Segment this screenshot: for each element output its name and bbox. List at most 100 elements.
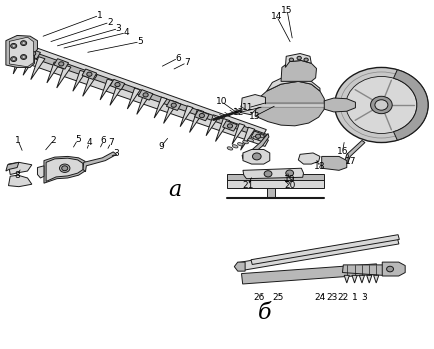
Polygon shape <box>238 236 399 271</box>
Text: 1: 1 <box>352 294 358 302</box>
Circle shape <box>227 124 233 128</box>
Text: а: а <box>168 179 181 201</box>
Text: 20: 20 <box>284 181 296 190</box>
Polygon shape <box>37 166 44 178</box>
Circle shape <box>22 42 25 44</box>
Polygon shape <box>82 69 97 80</box>
Polygon shape <box>100 79 113 100</box>
Ellipse shape <box>253 136 259 140</box>
Text: 6: 6 <box>101 136 106 145</box>
Polygon shape <box>240 127 255 150</box>
Text: 6: 6 <box>175 53 181 62</box>
Circle shape <box>20 54 26 59</box>
Text: 23: 23 <box>326 294 337 302</box>
Polygon shape <box>6 162 19 171</box>
Ellipse shape <box>248 139 253 142</box>
Polygon shape <box>359 275 365 283</box>
Polygon shape <box>73 70 85 91</box>
Polygon shape <box>9 175 32 187</box>
Circle shape <box>253 153 261 160</box>
Polygon shape <box>30 58 269 146</box>
Ellipse shape <box>227 147 233 150</box>
Ellipse shape <box>258 134 264 138</box>
Polygon shape <box>164 101 178 124</box>
Polygon shape <box>180 106 193 127</box>
Circle shape <box>59 62 64 66</box>
Polygon shape <box>285 53 311 67</box>
Polygon shape <box>232 124 245 144</box>
Text: 3: 3 <box>115 24 121 33</box>
Polygon shape <box>83 152 117 172</box>
Text: 17: 17 <box>345 157 356 166</box>
Text: 25: 25 <box>273 294 284 302</box>
Ellipse shape <box>243 141 248 144</box>
Polygon shape <box>227 174 324 180</box>
Polygon shape <box>345 140 365 163</box>
Text: 8: 8 <box>14 171 20 180</box>
Polygon shape <box>374 275 379 283</box>
Polygon shape <box>342 265 387 275</box>
Circle shape <box>12 44 15 47</box>
Polygon shape <box>26 48 40 59</box>
Text: 7: 7 <box>184 58 190 67</box>
Text: 16: 16 <box>337 147 348 156</box>
Circle shape <box>371 96 392 114</box>
Circle shape <box>59 164 70 172</box>
Polygon shape <box>44 156 85 183</box>
Polygon shape <box>31 57 45 80</box>
Circle shape <box>62 166 68 171</box>
Polygon shape <box>6 36 37 67</box>
Polygon shape <box>298 153 320 164</box>
Polygon shape <box>382 262 405 276</box>
Polygon shape <box>223 121 237 131</box>
Text: 26: 26 <box>254 294 265 302</box>
Circle shape <box>22 55 25 58</box>
Polygon shape <box>166 100 181 110</box>
Polygon shape <box>154 97 167 118</box>
Text: 4: 4 <box>86 138 92 147</box>
Text: 14: 14 <box>271 12 283 21</box>
Circle shape <box>87 72 92 76</box>
Text: 12: 12 <box>233 108 244 117</box>
Text: 21: 21 <box>243 181 254 190</box>
Polygon shape <box>138 90 153 100</box>
Text: 2: 2 <box>51 136 56 145</box>
Circle shape <box>346 76 417 133</box>
Circle shape <box>297 56 301 60</box>
Circle shape <box>20 41 26 45</box>
Circle shape <box>11 57 16 61</box>
Polygon shape <box>28 46 266 136</box>
Polygon shape <box>243 149 270 164</box>
Polygon shape <box>23 54 36 75</box>
Polygon shape <box>28 51 267 141</box>
Text: 1: 1 <box>96 11 102 20</box>
Circle shape <box>289 58 293 61</box>
Text: 24: 24 <box>314 294 326 302</box>
Text: б: б <box>258 302 271 324</box>
Ellipse shape <box>232 145 238 148</box>
Text: 1: 1 <box>15 136 21 145</box>
Polygon shape <box>251 131 266 141</box>
Polygon shape <box>110 82 124 105</box>
Polygon shape <box>234 262 245 271</box>
Polygon shape <box>137 91 151 114</box>
Polygon shape <box>251 235 399 265</box>
Polygon shape <box>190 110 204 133</box>
Polygon shape <box>10 37 33 67</box>
Polygon shape <box>46 158 83 181</box>
Circle shape <box>375 100 388 110</box>
Polygon shape <box>267 188 276 198</box>
Polygon shape <box>83 73 97 96</box>
Polygon shape <box>281 60 316 81</box>
Polygon shape <box>13 51 26 74</box>
Circle shape <box>256 134 261 138</box>
Text: 3: 3 <box>361 294 367 302</box>
Text: 18: 18 <box>314 162 326 171</box>
Circle shape <box>199 113 204 118</box>
Circle shape <box>304 58 308 61</box>
Polygon shape <box>47 62 60 83</box>
Circle shape <box>115 82 120 87</box>
Polygon shape <box>9 162 32 174</box>
Polygon shape <box>255 81 324 126</box>
Circle shape <box>11 44 16 48</box>
